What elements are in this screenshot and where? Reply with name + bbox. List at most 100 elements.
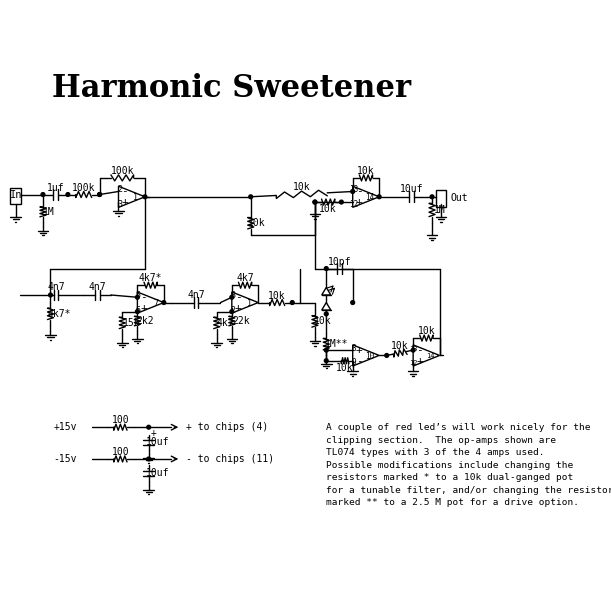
Text: 10k: 10k (313, 316, 331, 326)
Text: 1M: 1M (434, 205, 445, 215)
Text: +: + (356, 345, 362, 355)
Text: 100k: 100k (72, 183, 95, 193)
Circle shape (98, 192, 101, 196)
Text: 1: 1 (133, 193, 138, 202)
Text: 1: 1 (247, 299, 252, 308)
Text: 10k: 10k (336, 362, 354, 372)
Text: 1M**: 1M** (325, 339, 349, 349)
Text: 4n7: 4n7 (89, 283, 106, 293)
Text: 4k7*: 4k7* (48, 309, 71, 319)
Text: 12: 12 (409, 360, 418, 366)
Circle shape (385, 353, 389, 358)
Text: 3: 3 (230, 291, 235, 300)
Text: 10k: 10k (320, 204, 337, 214)
Circle shape (162, 301, 166, 304)
Text: 10pf: 10pf (327, 257, 351, 267)
Text: 13: 13 (349, 185, 359, 195)
Text: 4k7: 4k7 (217, 318, 235, 328)
Text: 7: 7 (153, 299, 158, 308)
Text: 6: 6 (136, 306, 141, 314)
Circle shape (377, 195, 381, 199)
Text: -: - (141, 292, 147, 302)
Text: 100: 100 (112, 447, 129, 457)
Text: 10k: 10k (417, 326, 435, 336)
Text: 10: 10 (365, 352, 375, 360)
Circle shape (66, 192, 70, 196)
Text: 10k: 10k (293, 182, 310, 192)
Circle shape (230, 296, 234, 299)
Circle shape (324, 312, 328, 316)
Text: 10k: 10k (268, 291, 286, 301)
Text: 1uf: 1uf (46, 183, 64, 193)
Text: 5: 5 (136, 291, 141, 300)
Circle shape (41, 192, 45, 196)
Text: 8: 8 (351, 344, 356, 353)
Text: +: + (235, 303, 241, 313)
Text: 4k7: 4k7 (236, 273, 254, 283)
Circle shape (249, 195, 252, 199)
Text: 12: 12 (349, 200, 359, 209)
Text: -: - (122, 186, 128, 196)
FancyBboxPatch shape (10, 188, 21, 204)
Circle shape (136, 296, 139, 299)
Circle shape (351, 189, 354, 194)
Circle shape (313, 200, 317, 204)
Circle shape (147, 425, 150, 429)
Circle shape (143, 195, 147, 199)
Circle shape (290, 301, 294, 304)
Text: 14: 14 (365, 193, 375, 202)
Text: 10uf: 10uf (146, 468, 169, 478)
Text: 10k: 10k (391, 341, 409, 351)
Circle shape (324, 359, 328, 363)
Circle shape (324, 267, 328, 270)
Circle shape (136, 310, 139, 313)
Text: -: - (356, 356, 362, 366)
Circle shape (430, 195, 434, 199)
Text: 4n7: 4n7 (187, 290, 205, 300)
FancyBboxPatch shape (436, 190, 447, 206)
Circle shape (411, 348, 415, 352)
Text: In: In (10, 189, 22, 199)
Text: Out: Out (450, 194, 468, 204)
Circle shape (147, 457, 150, 461)
Text: 2k2: 2k2 (136, 316, 154, 326)
Text: -: - (235, 292, 241, 302)
Text: 1M: 1M (43, 207, 55, 217)
Text: +: + (416, 356, 423, 366)
Text: +: + (151, 428, 157, 438)
Circle shape (313, 200, 317, 204)
Text: 100k: 100k (111, 166, 134, 176)
Text: -: - (416, 345, 423, 355)
Text: +15v: +15v (53, 422, 77, 432)
Text: 10k: 10k (357, 166, 375, 176)
Text: -15v: -15v (53, 454, 77, 464)
Text: 4k7*: 4k7* (139, 273, 163, 283)
Text: + to chips (4): + to chips (4) (186, 422, 269, 432)
Text: 10uf: 10uf (400, 184, 423, 194)
Text: A couple of red led’s will work nicely for the
clipping section.  The op-amps sh: A couple of red led’s will work nicely f… (326, 424, 611, 507)
Text: - to chips (11): - to chips (11) (186, 454, 274, 464)
Text: 9: 9 (351, 359, 356, 368)
Text: 2: 2 (230, 306, 235, 314)
Circle shape (98, 192, 101, 196)
Text: 13: 13 (409, 346, 418, 352)
Circle shape (49, 293, 53, 297)
Text: 3: 3 (117, 200, 122, 209)
Text: 22k: 22k (232, 316, 250, 326)
Text: +: + (356, 197, 362, 207)
Circle shape (340, 200, 343, 204)
Text: 15k: 15k (123, 318, 140, 328)
Circle shape (230, 310, 234, 313)
Text: 10k: 10k (248, 218, 266, 228)
Text: Harmonic Sweetener: Harmonic Sweetener (53, 73, 411, 104)
Text: 2: 2 (117, 185, 122, 195)
Text: +: + (141, 303, 147, 313)
Text: +: + (122, 197, 128, 207)
Circle shape (351, 301, 354, 304)
Text: 100: 100 (112, 415, 129, 425)
Text: 14: 14 (426, 353, 435, 359)
Text: 10uf: 10uf (146, 437, 169, 447)
Circle shape (324, 348, 328, 352)
Text: 4n7: 4n7 (47, 283, 65, 293)
Text: -: - (356, 186, 362, 196)
